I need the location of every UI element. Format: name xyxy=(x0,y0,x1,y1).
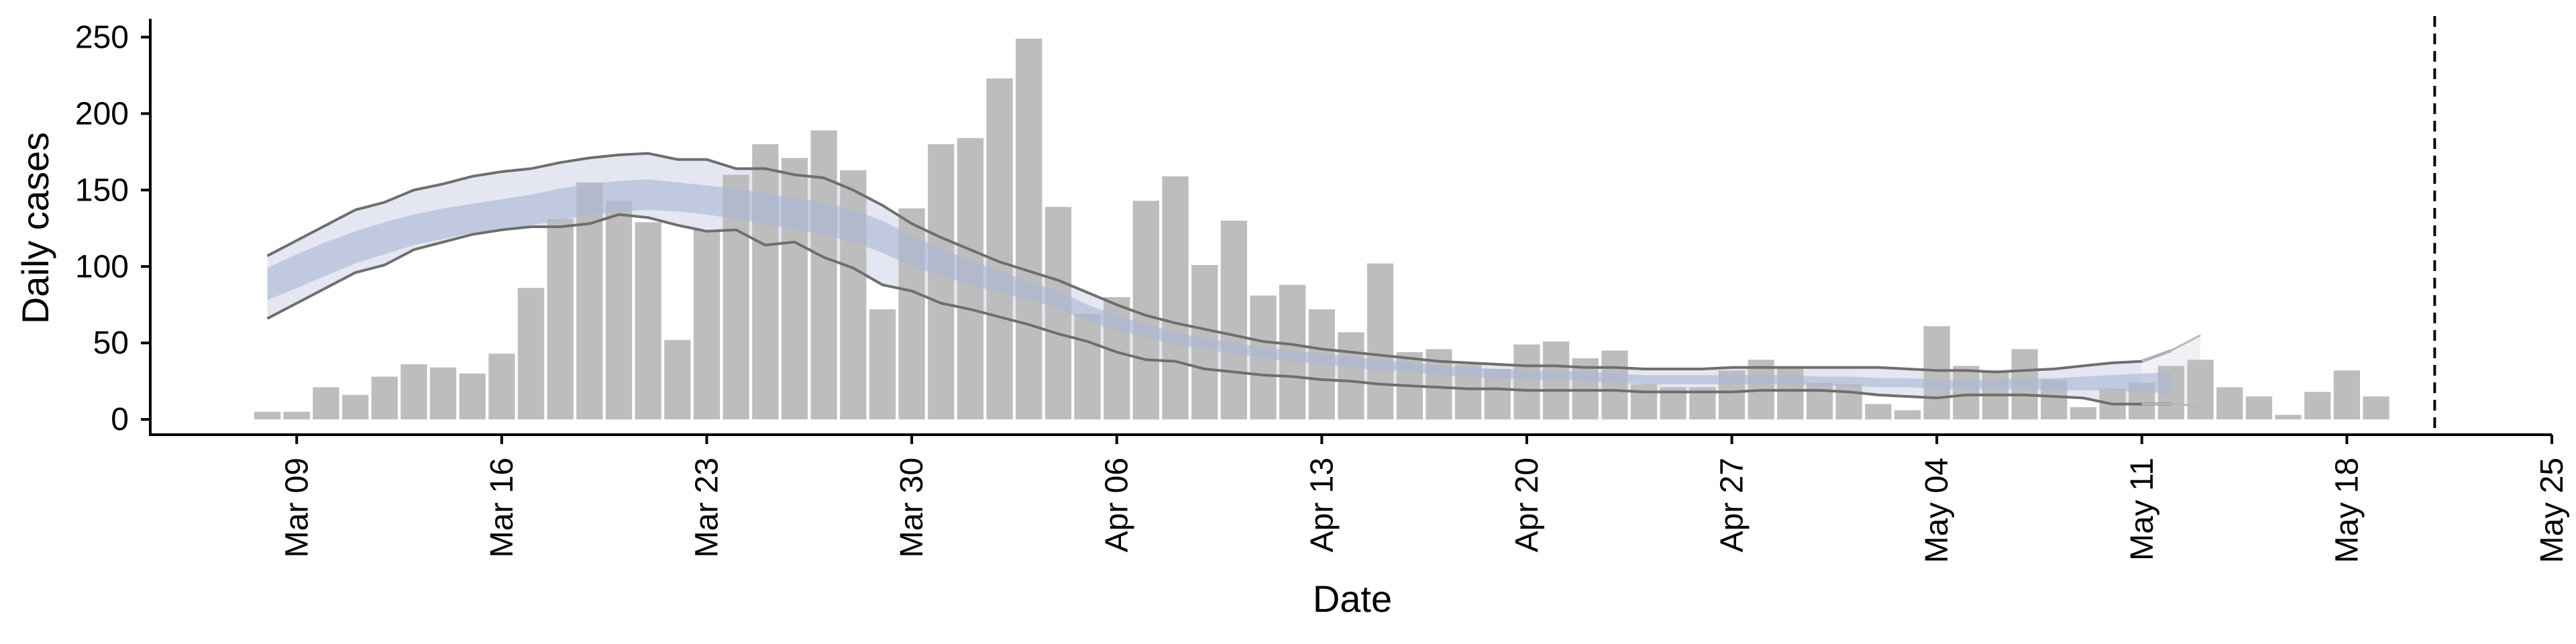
bar xyxy=(1835,384,1862,420)
bar xyxy=(869,309,896,420)
bar xyxy=(2333,370,2360,420)
bar xyxy=(2363,396,2390,420)
bar xyxy=(371,376,398,420)
band-edge-lines-layer xyxy=(266,152,2201,407)
x-tick-label: Mar 23 xyxy=(690,458,725,557)
bar xyxy=(986,78,1013,420)
bar xyxy=(1806,382,1833,420)
x-axis-title: Date xyxy=(1313,578,1392,620)
bar xyxy=(342,394,369,420)
bar xyxy=(2216,387,2243,420)
bar xyxy=(1630,384,1658,420)
bar xyxy=(283,411,310,420)
outer-band-lower-line xyxy=(266,213,2171,406)
bar xyxy=(2187,360,2214,420)
bar xyxy=(664,339,691,420)
y-tick-label: 250 xyxy=(75,19,129,55)
bar xyxy=(400,364,427,420)
median-band xyxy=(267,179,2171,394)
bar xyxy=(1162,176,1189,420)
forecast-band-lower-line xyxy=(2141,402,2201,407)
forecast-band-upper-line xyxy=(2141,334,2201,363)
bar xyxy=(1074,313,1101,420)
bar xyxy=(2245,396,2273,420)
x-tick-label: Mar 09 xyxy=(279,458,315,557)
ticks-layer: 0 50 100 150 200 250 Mar 09 Mar 16 Mar 23 Mar 30 A… xyxy=(75,19,2570,563)
bar xyxy=(810,130,837,420)
x-tick-label: Mar 16 xyxy=(484,458,520,557)
bar xyxy=(1367,263,1394,420)
bar xyxy=(1044,207,1072,420)
bar xyxy=(313,387,339,420)
bar xyxy=(576,182,603,420)
x-tick-label: May 04 xyxy=(1919,458,1955,563)
bar xyxy=(2275,415,2302,420)
bar xyxy=(2304,392,2331,420)
x-tick-label: Apr 06 xyxy=(1099,458,1135,552)
bar xyxy=(1953,366,1980,420)
bar xyxy=(488,354,515,420)
bar xyxy=(517,288,545,420)
bar xyxy=(605,201,633,420)
bar xyxy=(2070,407,2097,420)
bar xyxy=(1220,220,1247,420)
bar xyxy=(1894,410,1921,420)
bar xyxy=(1513,344,1540,420)
x-tick-label: May 11 xyxy=(2125,458,2160,561)
bar xyxy=(547,219,574,420)
x-tick-label: Apr 13 xyxy=(1304,458,1340,552)
bar xyxy=(1543,341,1570,420)
y-tick-label: 150 xyxy=(75,172,129,208)
y-tick-label: 100 xyxy=(75,249,129,284)
y-tick-label: 50 xyxy=(93,325,129,361)
bar xyxy=(1923,326,1950,420)
bar xyxy=(429,367,457,420)
bar xyxy=(1016,38,1042,420)
median-band-layer xyxy=(267,179,2171,394)
y-tick-label: 0 xyxy=(111,402,129,437)
bar xyxy=(254,411,281,420)
bar xyxy=(635,222,661,420)
bar xyxy=(1865,404,1892,420)
bar xyxy=(1601,350,1628,420)
y-tick-label: 200 xyxy=(75,96,129,131)
x-tick-label: May 25 xyxy=(2534,458,2570,563)
bar xyxy=(752,144,779,420)
x-tick-label: May 18 xyxy=(2329,458,2365,563)
bar xyxy=(459,373,486,420)
x-tick-label: Apr 27 xyxy=(1715,458,1750,552)
bar xyxy=(928,144,955,420)
bar xyxy=(693,229,720,420)
x-tick-label: Apr 20 xyxy=(1509,458,1545,552)
outer-band-upper-line xyxy=(266,152,2172,374)
bar xyxy=(1338,332,1364,420)
bar xyxy=(1132,201,1159,420)
y-axis-title: Daily cases xyxy=(14,132,56,324)
x-tick-label: Mar 30 xyxy=(894,458,930,557)
axes-layer xyxy=(149,19,2552,436)
